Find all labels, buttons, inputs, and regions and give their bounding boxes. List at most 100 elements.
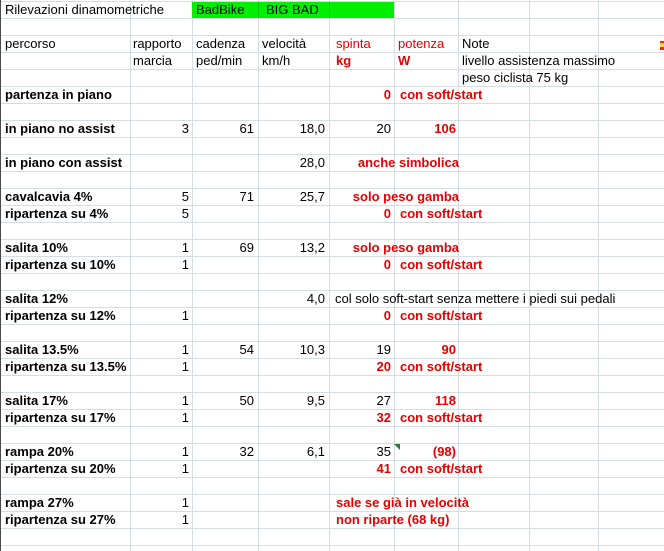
sheet-title[interactable]: Rilevazioni dinamometriche bbox=[5, 2, 164, 17]
gridline-vertical bbox=[329, 0, 330, 551]
cell-cadenza[interactable]: 54 bbox=[239, 342, 254, 357]
cell-percorso-label[interactable]: rampa 27% bbox=[5, 495, 74, 510]
cell-spinta[interactable]: 0 bbox=[383, 308, 391, 323]
cell-note-softstart[interactable]: con soft/start bbox=[400, 359, 483, 374]
cell-percorso-label[interactable]: cavalcavia 4% bbox=[5, 189, 93, 204]
cell-rapporto-marcia[interactable]: 1 bbox=[181, 512, 189, 527]
cell-velocita[interactable]: 6,1 bbox=[306, 444, 325, 459]
gridline-vertical bbox=[258, 0, 259, 551]
header-velocita[interactable]: velocità bbox=[262, 36, 307, 51]
cell-percorso-label[interactable]: ripartenza su 4% bbox=[5, 206, 109, 221]
header-note-line3[interactable]: peso ciclista 75 kg bbox=[462, 70, 569, 85]
cell-spinta[interactable]: 35 bbox=[376, 444, 391, 459]
cell-note-spinta-potenza[interactable]: solo peso gamba bbox=[352, 240, 459, 255]
cell-note-softstart[interactable]: con soft/start bbox=[400, 87, 483, 102]
header-rapporto[interactable]: rapporto bbox=[133, 36, 182, 51]
cell-percorso-label[interactable]: ripartenza su 10% bbox=[5, 257, 116, 272]
sheet-left-border bbox=[0, 0, 1, 551]
header-kmh[interactable]: km/h bbox=[262, 53, 291, 68]
cell-note-red[interactable]: non riparte (68 kg) bbox=[336, 512, 450, 527]
gridline-vertical bbox=[529, 0, 530, 551]
cell-note-plain[interactable]: col solo soft-start senza mettere i pied… bbox=[335, 291, 616, 306]
cell-spinta[interactable]: 20 bbox=[376, 359, 391, 374]
header-percorso[interactable]: percorso bbox=[5, 36, 56, 51]
gridline-vertical bbox=[130, 0, 131, 551]
cell-percorso-label[interactable]: ripartenza su 20% bbox=[5, 461, 116, 476]
cell-note-spinta-potenza[interactable]: solo peso gamba bbox=[352, 189, 459, 204]
cell-velocita[interactable]: 4,0 bbox=[306, 291, 325, 306]
cell-percorso-label[interactable]: salita 13.5% bbox=[5, 342, 79, 357]
cell-velocita[interactable]: 28,0 bbox=[299, 155, 325, 170]
cell-note-softstart[interactable]: con soft/start bbox=[400, 206, 483, 221]
cell-percorso-label[interactable]: ripartenza su 12% bbox=[5, 308, 116, 323]
cell-spinta[interactable]: 19 bbox=[376, 342, 391, 357]
cell-spinta[interactable]: 20 bbox=[376, 121, 391, 136]
cell-velocita[interactable]: 10,3 bbox=[299, 342, 325, 357]
cell-cadenza[interactable]: 32 bbox=[239, 444, 254, 459]
cell-potenza[interactable]: 90 bbox=[441, 342, 456, 357]
cell-spinta[interactable]: 0 bbox=[383, 206, 391, 221]
cell-rapporto-marcia[interactable]: 1 bbox=[181, 342, 189, 357]
cell-potenza[interactable]: 106 bbox=[434, 121, 456, 136]
cell-cadenza[interactable]: 71 bbox=[239, 189, 254, 204]
cell-percorso-label[interactable]: salita 10% bbox=[5, 240, 68, 255]
header-cadenza[interactable]: cadenza bbox=[196, 36, 246, 51]
cell-percorso-label[interactable]: in piano no assist bbox=[5, 121, 115, 136]
cell-cadenza[interactable]: 61 bbox=[239, 121, 254, 136]
cell-rapporto-marcia[interactable]: 1 bbox=[181, 410, 189, 425]
cell-cadenza[interactable]: 50 bbox=[239, 393, 254, 408]
cell-velocita[interactable]: 18,0 bbox=[299, 121, 325, 136]
cell-rapporto-marcia[interactable]: 3 bbox=[181, 121, 189, 136]
cell-percorso-label[interactable]: rampa 20% bbox=[5, 444, 74, 459]
gridline-vertical bbox=[598, 0, 599, 551]
cell-note-softstart[interactable]: con soft/start bbox=[400, 308, 483, 323]
cell-percorso-label[interactable]: ripartenza su 17% bbox=[5, 410, 116, 425]
cell-spinta[interactable]: 32 bbox=[376, 410, 391, 425]
cell-rapporto-marcia[interactable]: 1 bbox=[181, 308, 189, 323]
cell-rapporto-marcia[interactable]: 5 bbox=[181, 206, 189, 221]
cell-potenza[interactable]: (98) bbox=[432, 444, 456, 459]
cell-note-red[interactable]: sale se già in velocità bbox=[336, 495, 469, 510]
cell-note-softstart[interactable]: con soft/start bbox=[400, 410, 483, 425]
cell-percorso-label[interactable]: partenza in piano bbox=[5, 87, 112, 102]
cell-rapporto-marcia[interactable]: 1 bbox=[181, 240, 189, 255]
cell-percorso-label[interactable]: salita 12% bbox=[5, 291, 68, 306]
cell-rapporto-marcia[interactable]: 1 bbox=[181, 257, 189, 272]
cell-rapporto-marcia[interactable]: 1 bbox=[181, 461, 189, 476]
cell-velocita[interactable]: 9,5 bbox=[306, 393, 325, 408]
brand-cell-left[interactable]: BadBike bbox=[196, 2, 245, 17]
grid-divider bbox=[258, 2, 259, 18]
header-w[interactable]: W bbox=[398, 53, 411, 68]
gridline-vertical bbox=[458, 0, 459, 551]
cell-rapporto-marcia[interactable]: 1 bbox=[181, 444, 189, 459]
cell-percorso-label[interactable]: ripartenza su 13.5% bbox=[5, 359, 127, 374]
cell-note-softstart[interactable]: con soft/start bbox=[400, 461, 483, 476]
cell-rapporto-marcia[interactable]: 5 bbox=[181, 189, 189, 204]
cell-velocita[interactable]: 25,7 bbox=[299, 189, 325, 204]
cell-note-softstart[interactable]: con soft/start bbox=[400, 257, 483, 272]
header-note[interactable]: Note bbox=[462, 36, 490, 51]
cell-percorso-label[interactable]: in piano con assist bbox=[5, 155, 123, 170]
cell-spinta[interactable]: 0 bbox=[383, 257, 391, 272]
cell-note-spinta-potenza[interactable]: anche simbolica bbox=[357, 155, 459, 170]
cell-potenza[interactable]: 118 bbox=[435, 393, 456, 408]
cell-spinta[interactable]: 27 bbox=[376, 393, 391, 408]
gridline-vertical bbox=[192, 0, 193, 551]
header-kg[interactable]: kg bbox=[336, 53, 352, 68]
cell-percorso-label[interactable]: ripartenza su 27% bbox=[5, 512, 116, 527]
header-note-line2[interactable]: livello assistenza massimo bbox=[462, 53, 616, 68]
header-spinta[interactable]: spinta bbox=[336, 36, 371, 51]
cell-spinta[interactable]: 41 bbox=[376, 461, 391, 476]
brand-cell-right[interactable]: BIG BAD bbox=[266, 2, 319, 17]
cell-percorso-label[interactable]: salita 17% bbox=[5, 393, 68, 408]
cell-rapporto-marcia[interactable]: 1 bbox=[181, 393, 189, 408]
header-pedmin[interactable]: ped/min bbox=[196, 53, 243, 68]
cell-rapporto-marcia[interactable]: 1 bbox=[181, 495, 189, 510]
header-potenza[interactable]: potenza bbox=[398, 36, 445, 51]
grid-divider bbox=[329, 2, 330, 18]
cell-velocita[interactable]: 13,2 bbox=[299, 240, 325, 255]
cell-spinta[interactable]: 0 bbox=[383, 87, 391, 102]
cell-cadenza[interactable]: 69 bbox=[239, 240, 254, 255]
cell-rapporto-marcia[interactable]: 1 bbox=[181, 359, 189, 374]
header-marcia[interactable]: marcia bbox=[133, 53, 173, 68]
